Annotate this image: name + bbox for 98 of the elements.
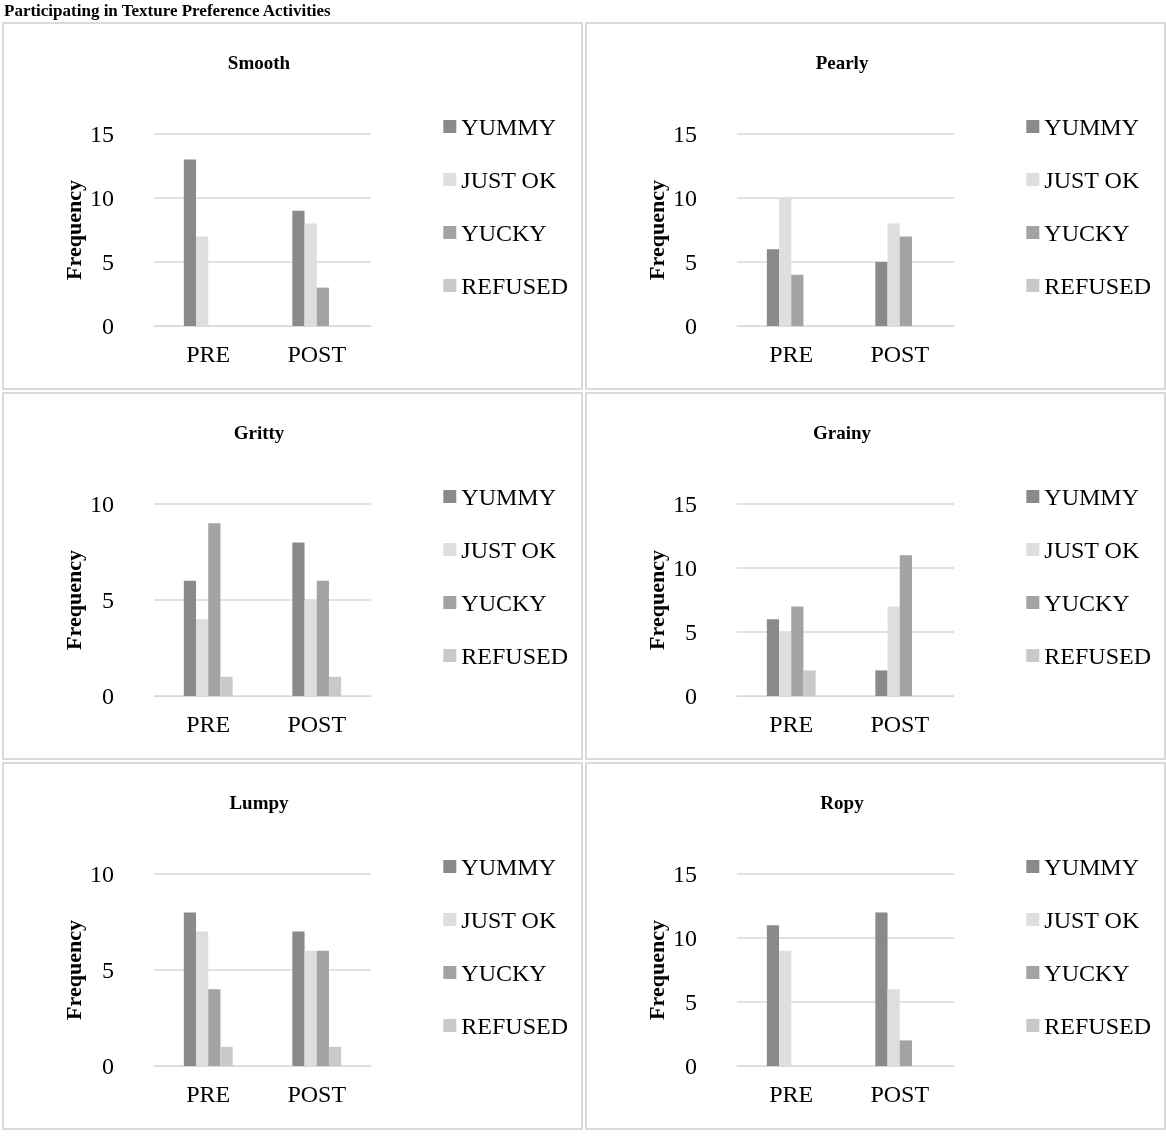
bar <box>899 236 912 326</box>
y-tick-label: 0 <box>102 313 114 339</box>
legend-label: YUCKY <box>1044 589 1130 616</box>
x-tick-label: PRE <box>186 711 231 737</box>
bar <box>316 580 329 696</box>
bar <box>292 210 305 326</box>
y-axis-title: Frequency <box>643 920 669 1020</box>
legend-label: YUCKY <box>461 959 547 986</box>
bar <box>791 606 804 696</box>
y-tick-label: 5 <box>685 619 697 645</box>
y-tick-label: 10 <box>673 925 697 951</box>
legend-label: YUCKY <box>1044 219 1130 246</box>
legend-label: REFUSED <box>1044 272 1151 299</box>
bar <box>766 925 780 1066</box>
x-tick-label: POST <box>287 341 347 367</box>
x-tick-label: PRE <box>769 341 814 367</box>
y-tick-label: 10 <box>90 861 114 887</box>
y-tick-label: 10 <box>673 555 697 581</box>
x-tick-label: POST <box>870 341 930 367</box>
legend-label: YUMMY <box>1044 853 1139 880</box>
y-tick-label: 0 <box>685 683 697 709</box>
y-tick-label: 5 <box>102 249 114 275</box>
bar <box>208 523 221 696</box>
chart-title: Grainy <box>812 422 872 443</box>
legend-label: YUCKY <box>1044 959 1130 986</box>
y-tick-label: 15 <box>673 121 697 147</box>
bar <box>328 1046 342 1066</box>
y-tick-label: 5 <box>102 957 114 983</box>
x-tick-label: POST <box>287 711 347 737</box>
x-tick-label: POST <box>287 1081 347 1107</box>
bar <box>183 159 197 326</box>
y-axis-title: Frequency <box>60 920 86 1020</box>
x-tick-label: PRE <box>769 711 814 737</box>
y-tick-label: 10 <box>90 185 114 211</box>
y-tick-label: 15 <box>673 861 697 887</box>
legend-label: YUMMY <box>461 853 556 880</box>
y-tick-label: 5 <box>102 587 114 613</box>
legend-label: REFUSED <box>1044 1012 1151 1039</box>
y-tick-label: 10 <box>673 185 697 211</box>
x-tick-label: PRE <box>186 1081 231 1107</box>
y-tick-label: 15 <box>673 491 697 517</box>
bar <box>316 950 329 1066</box>
legend-label: JUST OK <box>1044 906 1140 933</box>
y-axis-title: Frequency <box>643 550 669 650</box>
bar <box>791 274 804 326</box>
chart-title: Pearly <box>815 52 869 73</box>
legend-label: REFUSED <box>461 272 568 299</box>
bar <box>316 287 329 326</box>
y-tick-label: 5 <box>685 989 697 1015</box>
bar <box>766 619 780 696</box>
x-tick-label: POST <box>870 1081 930 1107</box>
y-tick-label: 15 <box>90 121 114 147</box>
y-tick-label: 0 <box>102 683 114 709</box>
bar <box>292 931 305 1066</box>
x-tick-label: POST <box>870 711 930 737</box>
legend-label: YUMMY <box>1044 113 1139 140</box>
text: Participating in Texture Preference Activities <box>4 0 332 22</box>
x-tick-label: PRE <box>769 1081 814 1107</box>
bar <box>328 676 342 696</box>
bar <box>875 912 888 1066</box>
legend-label: YUMMY <box>461 483 556 510</box>
legend-label: YUMMY <box>1044 483 1139 510</box>
legend-label: YUCKY <box>461 219 547 246</box>
bar <box>183 580 197 696</box>
legend-label: JUST OK <box>461 906 557 933</box>
y-tick-label: 0 <box>102 1053 114 1079</box>
legend-label: REFUSED <box>1044 642 1151 669</box>
legend-label: JUST OK <box>461 166 557 193</box>
y-axis-title: Frequency <box>643 180 669 280</box>
bar <box>220 676 233 696</box>
y-tick-label: 10 <box>90 491 114 517</box>
legend-label: YUMMY <box>461 113 556 140</box>
bar <box>803 670 816 696</box>
legend-label: JUST OK <box>1044 166 1140 193</box>
bar <box>220 1046 233 1066</box>
bar <box>183 912 197 1066</box>
bar <box>899 1040 912 1066</box>
x-tick-label: PRE <box>186 341 231 367</box>
legend-label: REFUSED <box>461 642 568 669</box>
y-tick-label: 0 <box>685 313 697 339</box>
bar <box>875 670 888 696</box>
chart-title: Gritty <box>233 422 285 443</box>
chart-title: Smooth <box>227 52 291 73</box>
legend-label: JUST OK <box>1044 536 1140 563</box>
bar <box>899 555 912 696</box>
y-tick-label: 0 <box>685 1053 697 1079</box>
legend-label: REFUSED <box>461 1012 568 1039</box>
bar <box>292 542 305 696</box>
y-axis-title: Frequency <box>60 550 86 650</box>
bar <box>208 989 221 1066</box>
chart-title: Lumpy <box>229 792 290 813</box>
bar <box>875 262 888 326</box>
legend-label: JUST OK <box>461 536 557 563</box>
bar <box>766 249 780 326</box>
y-axis-title: Frequency <box>60 180 86 280</box>
legend-label: YUCKY <box>461 589 547 616</box>
chart-title: Ropy <box>820 792 865 813</box>
y-tick-label: 5 <box>685 249 697 275</box>
